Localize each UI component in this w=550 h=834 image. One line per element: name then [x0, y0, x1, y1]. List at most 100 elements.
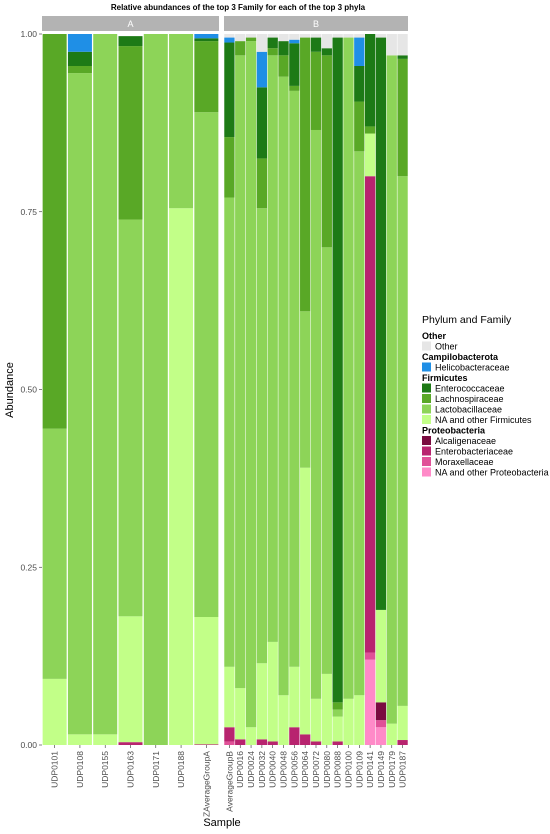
bar-segment: [67, 51, 92, 66]
bar-UDP0072: [310, 34, 322, 745]
bar-segment: [300, 37, 311, 312]
bar-segment: [67, 65, 92, 74]
bar-segment: [67, 34, 92, 52]
legend-swatch: [422, 362, 431, 372]
bar-segment: [397, 55, 408, 59]
legend-phylum-label: Campilobacterota: [422, 352, 499, 362]
bar-segment: [310, 698, 322, 742]
bar-segment: [42, 428, 67, 679]
bar-segment: [194, 744, 219, 745]
x-tick-label: UDP0048: [279, 751, 289, 788]
bar-segment: [364, 652, 376, 660]
bar-UDP0080: [321, 34, 332, 745]
x-tick-label: UDP0101: [50, 751, 60, 788]
bar-segment: [256, 739, 268, 745]
bar-segment: [289, 85, 300, 91]
bar-segment: [310, 37, 322, 52]
x-tick-label: UDP0056: [289, 751, 299, 788]
x-tick-label: UDP0024: [246, 751, 256, 788]
bar-segment: [194, 617, 219, 745]
bar-segment: [364, 133, 376, 177]
bar-UDP0187: [397, 34, 408, 745]
bar-UDP0141: [364, 34, 376, 745]
y-axis: 0.00 0.25 0.50 0.75 1.00: [20, 29, 42, 750]
bar-segment: [93, 734, 118, 745]
bar-segment: [93, 34, 118, 735]
bar-segment: [224, 741, 235, 745]
legend-family-label: Enterococcaceae: [435, 384, 505, 394]
legend-family-label: Helicobacteraceae: [435, 363, 510, 373]
bar-segment: [343, 34, 354, 38]
legend-phylum-label: Other: [422, 331, 447, 341]
bar-segment: [118, 742, 143, 745]
bar-segment: [386, 55, 397, 724]
bar-segment: [364, 34, 376, 127]
legend-swatch: [422, 467, 431, 477]
bar-segment: [397, 58, 408, 177]
x-tick-label: UDP0109: [354, 751, 364, 788]
bar-UDP0188: [169, 34, 194, 745]
bar-segment: [321, 673, 332, 745]
x-tick-label: UDP0064: [300, 751, 310, 788]
bar-segment: [278, 695, 289, 745]
bar-segment: [245, 34, 257, 38]
bar-segment: [397, 176, 408, 706]
bar-segment: [224, 34, 235, 38]
y-tick-label: 0.25: [20, 562, 37, 572]
bar-segment: [289, 90, 300, 667]
x-tick-label: UDP0072: [311, 751, 321, 788]
x-tick-label: UDP0080: [322, 751, 332, 788]
bar-segment: [267, 55, 278, 642]
bar-UDP0056: [289, 34, 300, 745]
bar-UDP0109: [354, 34, 365, 745]
bar-segment: [364, 176, 376, 653]
bar-segment: [364, 126, 376, 134]
bar-segment: [375, 609, 387, 703]
legend-family-label: Lactobacillaceae: [435, 405, 502, 415]
bar-segment: [224, 42, 235, 138]
bar-segment: [194, 41, 219, 113]
facet-strip: [224, 16, 408, 31]
bar-segment: [267, 37, 278, 49]
bar-segment: [300, 34, 311, 38]
bar-segment: [67, 73, 92, 735]
x-tick-label: UDP0040: [268, 751, 278, 788]
bar-segment: [267, 741, 278, 745]
bar-segment: [386, 723, 397, 745]
bar-segment: [321, 247, 332, 674]
bar-segment: [397, 705, 408, 741]
bar-segment: [310, 129, 322, 699]
x-tick-label: UDP0016: [235, 751, 245, 788]
bar-UDP0179: [386, 34, 397, 745]
bar-segment: [267, 641, 278, 742]
legend-family-label: Lachnospiraceae: [435, 394, 504, 404]
bar-segment: [235, 34, 246, 42]
bar-segment: [364, 659, 376, 745]
bar-segment: [256, 87, 268, 159]
facet-strip-label: A: [127, 19, 133, 29]
bar-UDP0171: [143, 34, 168, 745]
bar-segment: [42, 678, 67, 745]
y-tick-label: 1.00: [20, 29, 37, 39]
bar-segment: [278, 76, 289, 696]
bar-segment: [235, 688, 246, 740]
x-tick-label: UDP0163: [126, 751, 136, 788]
bar-segment: [343, 698, 354, 745]
bar-segment: [354, 65, 365, 102]
bar-segment: [256, 34, 268, 52]
bar-segment: [343, 37, 354, 699]
bar-segment: [321, 34, 332, 49]
legend-swatch: [422, 383, 431, 393]
bar-segment: [310, 34, 322, 38]
bar-segment: [169, 34, 194, 209]
bar-segment: [289, 34, 300, 40]
legend-swatch: [422, 415, 431, 424]
bar-segment: [245, 41, 257, 728]
bar-segment: [224, 37, 235, 43]
x-tick-label: UDP0088: [333, 751, 343, 788]
bar-segment: [332, 709, 343, 717]
y-tick-label: 0.75: [20, 207, 37, 217]
bar-segment: [289, 666, 300, 728]
legend-family-label: Alcaligenaceae: [435, 436, 496, 446]
